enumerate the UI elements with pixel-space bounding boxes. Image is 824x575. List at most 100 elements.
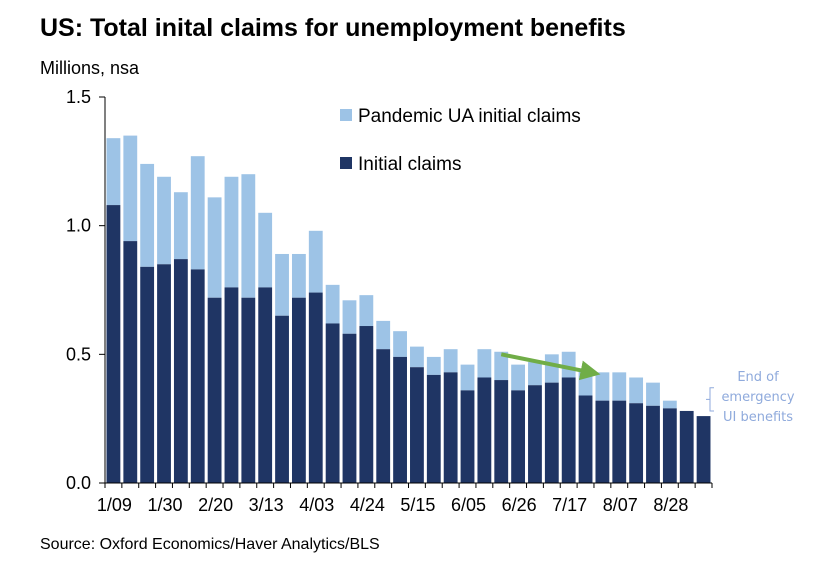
initial-claims-bar xyxy=(173,259,188,483)
initial-claims-bar xyxy=(308,292,323,483)
pandemic-ua-bar xyxy=(275,253,289,316)
initial-claims-bar xyxy=(511,390,526,483)
x-tick-label: 2/20 xyxy=(198,495,233,515)
pandemic-ua-bar xyxy=(494,351,509,381)
annotation-group: End of emergency UI benefits xyxy=(500,352,795,425)
initial-claims-bar xyxy=(190,269,205,483)
initial-claims-bar xyxy=(291,297,306,483)
legend-label: Initial claims xyxy=(358,154,461,175)
pandemic-ua-bar xyxy=(308,230,323,293)
initial-claims-bar xyxy=(629,403,644,483)
x-tick-label: 4/03 xyxy=(299,495,334,515)
initial-claims-bar xyxy=(612,400,627,483)
annotation-text-line: UI benefits xyxy=(723,410,793,425)
initial-claims-bar xyxy=(662,408,677,483)
annotation-text-line: emergency xyxy=(721,390,794,405)
initial-claims-bar xyxy=(241,297,256,483)
pandemic-ua-bar xyxy=(291,253,306,298)
axes-group: 0.0 0.5 1.0 1.5 1/09 1/30 2/20 3/13 4/03 4/24 5/15… xyxy=(66,87,713,515)
initial-claims-bar xyxy=(342,333,357,483)
initial-claims-bar xyxy=(325,323,340,483)
initial-claims-bar xyxy=(258,287,273,483)
initial-claims-bar xyxy=(696,416,711,483)
pandemic-ua-bar xyxy=(460,364,475,391)
chart-title: US: Total inital claims for unemployment… xyxy=(40,14,626,42)
x-tick-label: 7/17 xyxy=(552,495,587,515)
initial-claims-bar xyxy=(376,349,391,483)
pandemic-ua-bar xyxy=(646,382,660,406)
y-tick-label: 1.0 xyxy=(66,216,91,236)
pandemic-ua-bar xyxy=(224,176,239,288)
x-tick-label: 8/28 xyxy=(653,495,688,515)
pandemic-ua-bar xyxy=(511,364,526,391)
initial-claims-bar xyxy=(679,410,694,483)
y-tick-label: 1.5 xyxy=(66,87,91,107)
pandemic-ua-bar xyxy=(342,300,357,334)
pandemic-ua-bar xyxy=(258,212,273,288)
legend-swatch xyxy=(340,157,352,169)
x-tick-label: 8/07 xyxy=(603,495,638,515)
initial-claims-bar xyxy=(561,377,576,483)
x-tick-label: 3/13 xyxy=(249,495,284,515)
pandemic-ua-bar xyxy=(528,362,542,386)
y-axis-units: Millions, nsa xyxy=(40,58,140,78)
legend-label: Pandemic UA initial claims xyxy=(358,106,581,127)
initial-claims-bar xyxy=(494,380,509,483)
pandemic-ua-bar xyxy=(207,197,222,298)
pandemic-ua-bar xyxy=(477,349,492,378)
pandemic-ua-bar xyxy=(544,354,559,383)
pandemic-ua-bar xyxy=(595,372,610,401)
initial-claims-bar xyxy=(224,287,239,483)
initial-claims-bar xyxy=(140,266,155,483)
legend: Pandemic UA initial claims Initial claims xyxy=(340,106,581,175)
pandemic-ua-bar xyxy=(561,351,576,378)
initial-claims-bar xyxy=(123,241,138,483)
x-tick-label: 6/26 xyxy=(502,495,537,515)
pandemic-ua-bar xyxy=(173,192,188,260)
x-tick-label: 4/24 xyxy=(350,495,385,515)
legend-swatch xyxy=(340,109,352,121)
pandemic-ua-bar xyxy=(140,163,155,267)
initial-claims-bar xyxy=(477,377,492,483)
x-tick-label: 5/15 xyxy=(400,495,435,515)
annotation-text-line: End of xyxy=(737,370,779,385)
pandemic-ua-bar xyxy=(612,372,627,401)
pandemic-ua-bar xyxy=(325,284,340,324)
pandemic-ua-bar xyxy=(662,400,677,409)
x-tick-label: 6/05 xyxy=(451,495,486,515)
source-note: Source: Oxford Economics/Haver Analytics… xyxy=(40,536,380,553)
initial-claims-bar xyxy=(578,395,593,483)
pandemic-ua-bar xyxy=(359,295,374,327)
pandemic-ua-bar xyxy=(376,320,391,350)
trend-arrow xyxy=(500,352,601,381)
initial-claims-bar xyxy=(528,385,542,483)
pandemic-ua-bar xyxy=(123,135,138,242)
initial-claims-bar xyxy=(275,315,289,483)
y-tick-label: 0.0 xyxy=(66,473,91,493)
pandemic-ua-bar xyxy=(190,156,205,270)
pandemic-ua-bar xyxy=(241,174,256,298)
initial-claims-bar xyxy=(544,382,559,483)
initial-claims-bar xyxy=(410,367,424,483)
pandemic-ua-bar xyxy=(106,138,121,206)
initial-claims-bar xyxy=(460,390,475,483)
initial-claims-bar xyxy=(426,374,441,483)
pandemic-ua-bar xyxy=(426,356,441,375)
bars-group xyxy=(106,135,711,483)
x-tick-label: 1/09 xyxy=(97,495,132,515)
pandemic-ua-bar xyxy=(393,331,407,357)
annotation-bracket xyxy=(706,387,714,412)
initial-claims-bar xyxy=(443,372,458,483)
initial-claims-bar xyxy=(359,326,374,483)
pandemic-ua-bar xyxy=(629,377,644,404)
pandemic-ua-bar xyxy=(157,176,171,265)
y-tick-label: 0.5 xyxy=(66,344,91,364)
initial-claims-bar xyxy=(393,356,407,483)
x-tick-label: 1/30 xyxy=(147,495,182,515)
initial-claims-bar xyxy=(646,405,660,483)
pandemic-ua-bar xyxy=(410,346,424,368)
pandemic-ua-bar xyxy=(578,369,593,396)
initial-claims-bar xyxy=(595,400,610,483)
pandemic-ua-bar xyxy=(443,349,458,373)
